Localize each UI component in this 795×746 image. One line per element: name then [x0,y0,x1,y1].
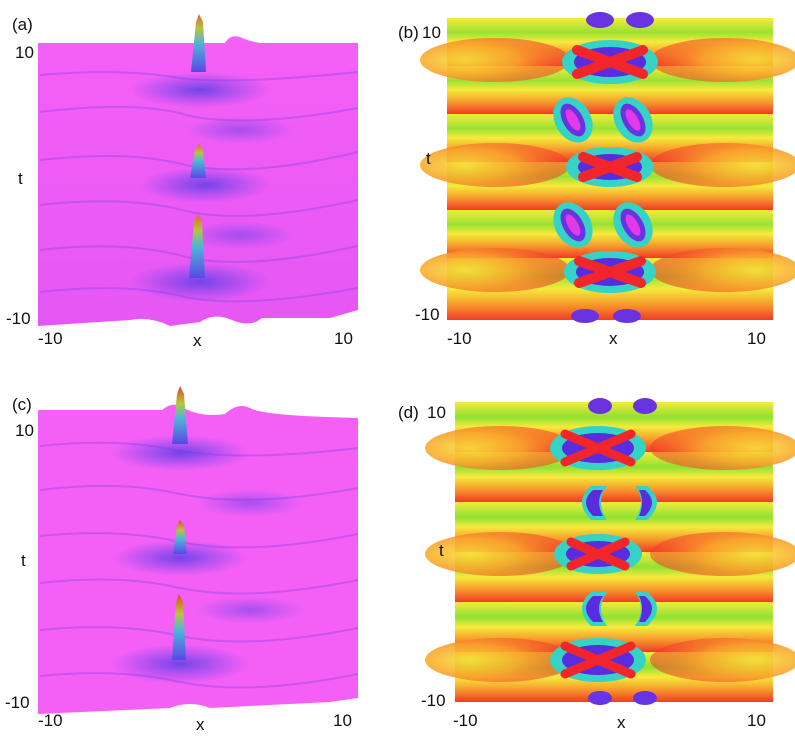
panel-b: (b) 10 t -10 -10 x 10 [395,0,795,360]
panel-c-x-left: -10 [38,711,63,730]
panel-c-y-top: 10 [15,421,34,440]
panel-b-density [420,12,795,323]
panel-b-x-right: 10 [747,329,766,348]
panel-a-x-left: -10 [38,329,63,348]
panel-b-y-bottom: -10 [415,305,440,324]
panel-c: (c) 10 t -10 -10 x 10 [0,378,395,746]
panel-a-y-top: 10 [15,43,34,62]
panel-a-x-right: 10 [334,329,353,348]
panel-c-y-label: t [21,551,26,570]
panel-d-x-right: 10 [747,711,766,730]
panel-d-y-top: 10 [427,403,446,422]
panel-b-y-label: t [426,149,431,168]
panel-a: (a) 10 t -10 -10 x 10 [0,0,395,360]
panel-b-y-top: 10 [422,23,441,42]
panel-c-x-label: x [196,715,205,734]
panel-a-surface [38,14,359,326]
panel-a-x-label: x [193,331,202,350]
panel-c-x-right: 10 [333,711,352,730]
panel-b-letter: (b) [398,23,419,42]
panel-a-y-bottom: -10 [6,309,31,328]
panel-c-letter: (c) [12,395,32,414]
panel-d-y-label: t [439,541,444,560]
panel-b-x-left: -10 [447,329,472,348]
panel-d-x-left: -10 [453,711,478,730]
panel-d-letter: (d) [398,403,419,422]
panel-c-surface [38,386,359,714]
panel-d: (d) 10 t -10 -10 x 10 [395,378,795,746]
panel-d-density [425,398,795,705]
panel-a-y-label: t [18,169,23,188]
panel-a-letter: (a) [12,15,33,34]
panel-b-x-label: x [609,329,618,348]
panel-d-x-label: x [617,713,626,732]
panel-c-y-bottom: -10 [5,693,30,712]
panel-d-y-bottom: -10 [421,691,446,710]
